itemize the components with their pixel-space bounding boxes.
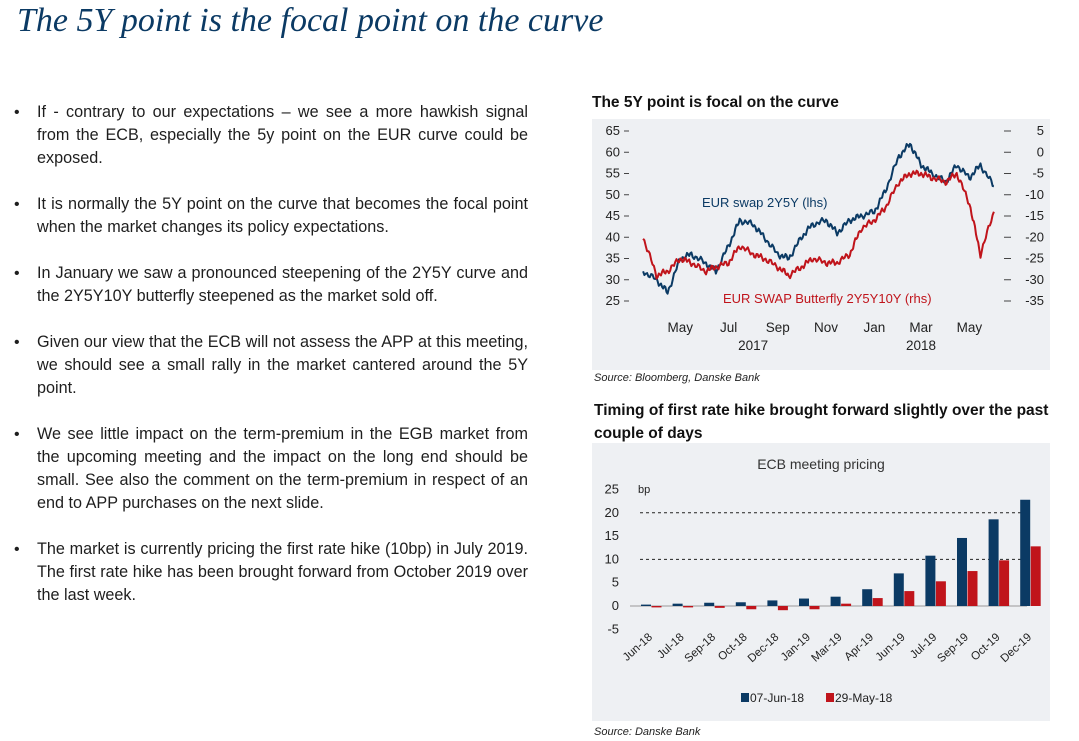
chart1-panel: 65 60 55 50 45 40 35 30 25 5 0 -5 -10 -15 -20 -25 -30 -35… [592,119,1050,370]
chart2-title: Timing of first rate hike brought forwar… [594,402,1049,442]
series-line-rhs [642,169,995,280]
chart2-source: Source: Danske Bank [594,726,701,738]
right-axis-tick-label: -15 [1025,208,1044,223]
y-axis-tick-label: 25 [605,482,619,497]
x-axis-month-label: Sep [766,320,790,335]
bar-series-29-may-18 [714,606,725,608]
left-axis-tick-label: 25 [606,293,620,308]
x-axis-category-label: Sep-18 [683,631,719,665]
bar-series-07-jun-18 [767,600,778,606]
bar-series-07-jun-18 [672,603,683,606]
bar-series-29-may-18 [999,560,1010,606]
right-axis-tick-label: 5 [1037,123,1044,138]
bar-series-07-jun-18 [1020,499,1031,606]
right-axis-tick-label: -10 [1025,187,1044,202]
left-axis-tick-label: 65 [606,123,620,138]
x-axis-year-label: 2017 [738,338,768,353]
x-axis-month-label: Jul [720,320,737,335]
legend-swatch [826,693,834,702]
bar-series-29-may-18 [841,603,852,606]
chart1-title: The 5Y point is focal on the curve [592,94,839,111]
bar-series-29-may-18 [777,606,788,611]
bar-series-29-may-18 [872,598,883,606]
right-axis-tick-label: -35 [1025,293,1044,308]
bar-series-07-jun-18 [830,596,841,606]
y-axis-tick-label: -5 [607,621,619,636]
x-axis-category-label: Jun-19 [874,631,908,663]
left-axis-tick-label: 40 [606,229,620,244]
right-axis-tick-label: -20 [1025,229,1044,244]
chart2-svg: ECB meeting pricing bp -5 0 5 10 15 20 25 Jun-18 J… [605,456,1041,705]
x-axis-category-label: Dec-19 [999,631,1035,665]
bar-series-29-may-18 [935,581,946,606]
chart1-source: Source: Bloomberg, Danske Bank [594,372,760,384]
bar-series-07-jun-18 [893,573,904,606]
bar-series-29-may-18 [651,606,662,608]
left-axis-tick-label: 60 [606,144,620,159]
x-axis-month-label: Jan [863,320,885,335]
bullet-item: We see little impact on the term-premium… [14,423,528,515]
bullet-item: Given our view that the ECB will not ass… [14,331,528,400]
bar-series-29-may-18 [746,606,757,610]
bullet-item: The market is currently pricing the firs… [14,538,528,607]
left-axis-tick-label: 55 [606,166,620,181]
legend-label: 07-Jun-18 [750,691,804,705]
x-axis-month-label: May [668,320,694,335]
legend-label: 29-May-18 [835,691,893,705]
bar-series-29-may-18 [683,606,694,608]
series-label-rhs: EUR SWAP Butterfly 2Y5Y10Y (rhs) [723,291,932,306]
chart2-inner-title: ECB meeting pricing [757,456,885,472]
y-axis-tick-label: 20 [605,505,619,520]
x-axis-category-label: Mar-19 [809,631,844,664]
legend-swatch [741,693,749,702]
series-label-lhs: EUR swap 2Y5Y (lhs) [702,195,827,210]
chart2-y-unit: bp [638,484,650,496]
bullet-item: In January we saw a pronounced steepenin… [14,262,528,308]
bullet-item: It is normally the 5Y point on the curve… [14,193,528,239]
x-axis-category-label: Sep-19 [935,631,971,665]
left-axis-tick-label: 45 [606,208,620,223]
x-axis-category-label: Oct-18 [716,631,750,663]
y-axis-tick-label: 0 [612,598,619,613]
bar-series-29-may-18 [809,606,820,610]
bullet-item: If - contrary to our expectations – we s… [14,101,528,170]
y-axis-tick-label: 10 [605,551,619,566]
right-axis-tick-label: -5 [1032,166,1044,181]
page-title: The 5Y point is the focal point on the c… [17,2,604,39]
bar-series-07-jun-18 [925,555,936,606]
bar-series-07-jun-18 [735,602,746,606]
y-axis-tick-label: 15 [605,528,619,543]
bar-series-07-jun-18 [862,589,873,606]
right-axis-tick-label: -30 [1025,272,1044,287]
x-axis-category-label: Dec-18 [746,631,782,665]
bar-series-29-may-18 [1030,546,1041,606]
bar-series-29-may-18 [904,591,915,606]
bar-series-29-may-18 [967,571,978,606]
x-axis-month-label: Mar [909,320,933,335]
chart2-panel: ECB meeting pricing bp -5 0 5 10 15 20 25 Jun-18 J… [592,443,1050,721]
bar-series-07-jun-18 [988,519,999,606]
x-axis-year-label: 2018 [906,338,936,353]
left-axis-tick-label: 35 [606,251,620,266]
left-axis-tick-label: 30 [606,272,620,287]
left-axis-tick-label: 50 [606,187,620,202]
chart1-svg: 65605550454035302550-5-10-15-20-25-30-35… [606,123,1044,353]
x-axis-category-label: Jun-18 [621,631,655,663]
bar-series-07-jun-18 [704,602,715,606]
x-axis-month-label: May [957,320,983,335]
bar-series-07-jun-18 [957,537,967,606]
series-line-lhs [642,142,995,295]
bar-series-07-jun-18 [799,598,809,606]
bullet-list: If - contrary to our expectations – we s… [14,101,528,630]
x-axis-category-label: Jan-19 [779,631,813,663]
right-axis-tick-label: 0 [1037,144,1044,159]
right-axis-tick-label: -25 [1025,251,1044,266]
x-axis-category-label: Oct-19 [969,631,1003,663]
y-axis-tick-label: 5 [612,575,619,590]
bar-series-07-jun-18 [641,604,651,606]
x-axis-month-label: Nov [814,320,838,335]
x-axis-category-label: Apr-19 [843,631,877,663]
